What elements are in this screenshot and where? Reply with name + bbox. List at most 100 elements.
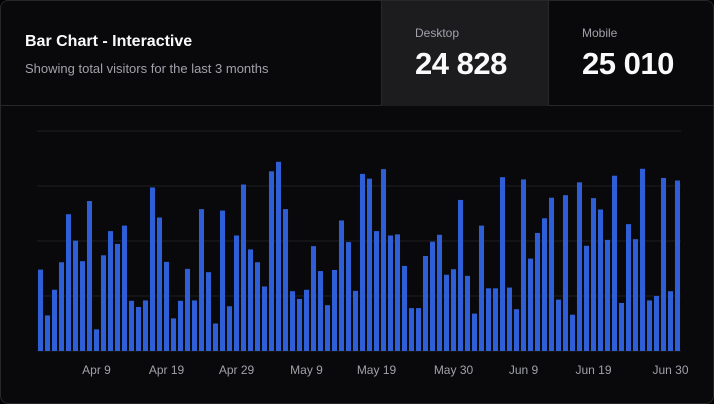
chart-bar[interactable] [100,255,107,351]
chart-bar[interactable] [674,180,681,352]
x-tick-label: Apr 19 [149,363,185,377]
chart-bar[interactable] [296,298,303,351]
chart-bar[interactable] [184,268,191,351]
chart-bar[interactable] [667,291,674,351]
chart-bar[interactable] [303,289,310,351]
chart-bar[interactable] [135,307,142,351]
chart-bar[interactable] [394,234,401,351]
mobile-stat-toggle[interactable]: Mobile 25 010 [548,1,713,106]
chart-bar[interactable] [142,300,149,351]
chart-bar[interactable] [632,239,639,351]
chart-bar[interactable] [366,178,373,351]
chart-bar[interactable] [268,171,275,351]
chart-bar[interactable] [555,299,562,351]
chart-bar[interactable] [443,274,450,351]
chart-bar[interactable] [380,169,387,351]
chart-bar[interactable] [72,240,79,351]
chart-bar[interactable] [520,179,527,351]
chart-bar[interactable] [429,241,436,351]
chart-bar[interactable] [457,199,464,351]
chart-bar[interactable] [345,242,352,351]
chart-bar[interactable] [422,256,429,351]
chart-bar[interactable] [86,201,93,351]
chart-bar[interactable] [373,231,380,351]
chart-bar[interactable] [471,313,478,351]
chart-bar[interactable] [121,225,128,351]
chart-bar[interactable] [156,217,163,351]
chart-bar[interactable] [191,300,198,351]
chart-bar[interactable] [212,323,219,352]
chart-bar[interactable] [359,173,366,351]
chart-bar[interactable] [219,210,226,351]
chart-bar[interactable] [611,175,618,351]
chart-bar[interactable] [499,177,506,351]
chart-bar[interactable] [177,300,184,351]
chart-bar[interactable] [275,161,282,351]
chart-bar[interactable] [548,197,555,351]
chart-bar[interactable] [44,315,51,351]
x-tick-label: Apr 29 [219,363,255,377]
chart-bar[interactable] [436,234,443,351]
chart-bar[interactable] [324,305,331,351]
chart-bar[interactable] [37,269,44,351]
chart-bar[interactable] [408,308,415,351]
chart-bar[interactable] [639,168,646,351]
chart-bar[interactable] [618,302,625,351]
chart-bar[interactable] [387,235,394,352]
chart-bar[interactable] [261,286,268,351]
chart-bar[interactable] [114,243,121,351]
chart-bar[interactable] [660,177,667,351]
chart-bar[interactable] [653,296,660,351]
chart-bar[interactable] [128,300,135,351]
chart-bar[interactable] [541,218,548,351]
chart-bar[interactable] [646,300,653,351]
chart-bar[interactable] [478,225,485,351]
chart-bar[interactable] [79,261,86,351]
x-tick-label: Apr 9 [82,363,111,377]
chart-bar[interactable] [240,184,247,351]
chart-bar[interactable] [415,308,422,351]
chart-bar[interactable] [65,214,72,351]
chart-bar[interactable] [583,245,590,351]
chart-bar[interactable] [107,231,114,351]
chart-bar[interactable] [205,272,212,351]
chart-bar[interactable] [254,262,261,351]
desktop-stat-toggle[interactable]: Desktop 24 828 [381,1,548,106]
chart-bar[interactable] [604,239,611,351]
chart-bar[interactable] [562,195,569,351]
chart-bar[interactable] [331,269,338,351]
chart-bar[interactable] [163,261,170,351]
chart-bar[interactable] [310,246,317,351]
desktop-stat-value: 24 828 [415,46,507,81]
chart-bar[interactable] [597,209,604,351]
chart-bar[interactable] [401,265,408,351]
chart-bar[interactable] [93,329,100,351]
chart-bar[interactable] [450,269,457,351]
chart-bar[interactable] [352,290,359,351]
chart-bar[interactable] [233,235,240,352]
chart-bar[interactable] [506,287,513,351]
chart-bar[interactable] [198,209,205,351]
chart-bar[interactable] [338,220,345,351]
chart-bar[interactable] [625,224,632,351]
chart-bar[interactable] [534,232,541,351]
chart-bar[interactable] [149,187,156,351]
chart-bar[interactable] [513,309,520,351]
chart-bar[interactable] [464,275,471,351]
chart-bar[interactable] [289,291,296,351]
chart-bar[interactable] [282,209,289,351]
chart-bar[interactable] [317,271,324,351]
chart-bar[interactable] [51,289,58,351]
chart-bar[interactable] [226,306,233,351]
chart-bar[interactable] [569,314,576,351]
chart-bar[interactable] [247,249,254,351]
chart-bar[interactable] [527,258,534,351]
chart-bar[interactable] [170,318,177,351]
chart-bar[interactable] [58,262,65,351]
chart-bar[interactable] [576,182,583,351]
chart-bar[interactable] [492,288,499,351]
chart-area: Apr 9 Apr 19 Apr 29 May 9 May 19 May 30 Jun 9 J… [1,107,713,403]
chart-bar[interactable] [485,288,492,351]
chart-bar[interactable] [590,198,597,351]
x-tick-label: May 9 [290,363,323,377]
